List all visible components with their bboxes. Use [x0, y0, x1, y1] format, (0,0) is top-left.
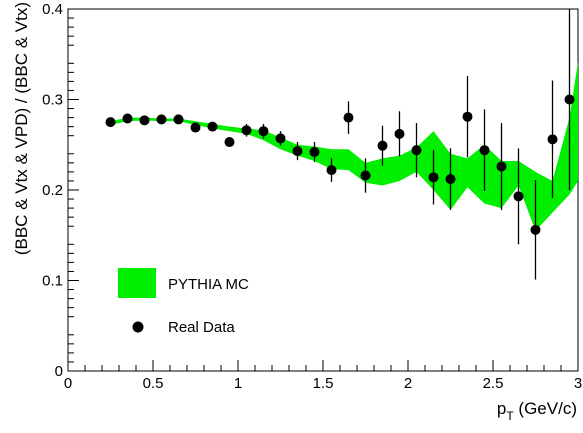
data-point — [326, 165, 337, 176]
data-point — [377, 140, 388, 151]
legend-marker-data — [132, 321, 144, 333]
data-point — [207, 121, 218, 132]
data-point — [258, 126, 269, 137]
data-point — [360, 170, 371, 181]
pythia-band-layer — [110, 61, 578, 231]
data-point — [394, 128, 405, 139]
y-tick-label: 0.1 — [42, 273, 63, 290]
y-tick-label: 0.3 — [42, 92, 63, 109]
y-tick-label: 0.2 — [42, 182, 63, 199]
data-point — [292, 146, 303, 157]
x-tick-label: 2 — [404, 375, 412, 392]
x-tick-label: 3 — [574, 375, 582, 392]
data-point — [241, 125, 252, 136]
data-point — [156, 114, 167, 125]
legend-label-pythia: PYTHIA MC — [168, 276, 249, 293]
legend: PYTHIA MC Real Data — [118, 268, 249, 336]
data-point — [411, 145, 422, 156]
x-tick-label: 1 — [234, 375, 242, 392]
x-axis-title: pT (GeV/c) — [497, 399, 577, 423]
x-tick-label: 0.5 — [143, 375, 164, 392]
data-point — [190, 122, 201, 133]
real-data-layer — [105, 9, 575, 280]
pythia-mc-band — [110, 61, 578, 231]
data-point — [428, 172, 439, 183]
data-point — [479, 145, 490, 156]
data-point — [513, 191, 524, 202]
y-axis-title: (BBC & Vtx & VPD) / (BBC & Vtx) — [12, 2, 31, 255]
legend-swatch-pythia — [118, 268, 156, 298]
data-point — [462, 111, 473, 122]
data-point — [122, 113, 133, 124]
data-point — [105, 117, 116, 128]
axis-layer: 0 0.5 1 1.5 2 2.5 3 0 0.1 0.2 0.3 0.4 — [42, 1, 582, 392]
data-point — [309, 146, 320, 157]
y-tick-label: 0 — [55, 363, 63, 380]
data-point — [496, 161, 507, 172]
data-point — [530, 224, 541, 235]
x-tick-label: 0 — [64, 375, 72, 392]
data-point — [275, 133, 286, 144]
data-point — [445, 174, 456, 185]
legend-label-data: Real Data — [168, 319, 235, 336]
x-tick-label: 2.5 — [483, 375, 504, 392]
data-point — [139, 115, 150, 126]
data-point — [547, 134, 558, 145]
data-point — [343, 112, 354, 123]
data-point — [564, 94, 575, 105]
data-point — [173, 114, 184, 125]
data-point — [224, 137, 235, 148]
y-tick-label: 0.4 — [42, 1, 63, 18]
x-tick-label: 1.5 — [313, 375, 334, 392]
